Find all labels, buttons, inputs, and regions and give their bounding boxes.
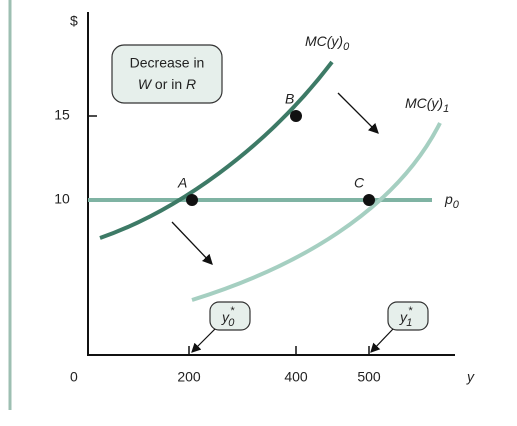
annotation-var: W: [138, 76, 153, 92]
point-label: A: [177, 175, 187, 191]
mc1-curve: [191, 122, 442, 302]
label-sub: 1: [406, 317, 412, 329]
x-axis-label: y: [466, 369, 475, 385]
x-tick-label: 400: [284, 369, 308, 385]
point-label: B: [285, 91, 294, 107]
origin-label: 0: [70, 369, 78, 385]
label-sup: *: [408, 305, 413, 317]
label-base: MC(y): [405, 95, 443, 111]
label-sup: *: [230, 305, 235, 317]
label-base: p: [444, 191, 453, 207]
annotation-text: W or in R: [138, 76, 196, 92]
y-tick-label: 10: [54, 191, 70, 207]
mc1-label: MC(y)1: [405, 95, 449, 115]
callout-label: y* 1: [399, 305, 413, 329]
shift-arrow: [337, 92, 379, 134]
annotation-part: or in: [151, 76, 186, 92]
callout-box: [209, 301, 251, 331]
annotation-text: Decrease in: [130, 55, 205, 71]
x-tick-label: 200: [177, 369, 201, 385]
shift-arrow: [171, 221, 213, 265]
label-base: y: [399, 309, 408, 325]
y-tick-label: 15: [54, 107, 70, 123]
y-axis-label: $: [70, 13, 78, 29]
label-sub: 0: [343, 41, 350, 53]
callout-arrow: [191, 328, 216, 353]
point-label: C: [354, 175, 365, 191]
annotation-var: R: [186, 76, 196, 92]
label-sub: 1: [443, 103, 449, 115]
x-tick-label: 500: [357, 369, 381, 385]
mc0-label: MC(y)0: [305, 33, 350, 53]
callout-label: y* 0: [221, 305, 235, 329]
label-base: y: [221, 309, 230, 325]
callout-arrow: [370, 328, 394, 353]
callout-box: [387, 301, 429, 331]
point: [186, 194, 198, 206]
label-base: MC(y): [305, 33, 343, 49]
label-sub: 0: [453, 199, 460, 211]
label-sub: 0: [228, 317, 235, 329]
point: [290, 110, 302, 122]
mc0-curve: [99, 60, 334, 240]
price-label: p0: [444, 191, 460, 211]
point: [363, 194, 375, 206]
annotation-box: [111, 44, 223, 104]
